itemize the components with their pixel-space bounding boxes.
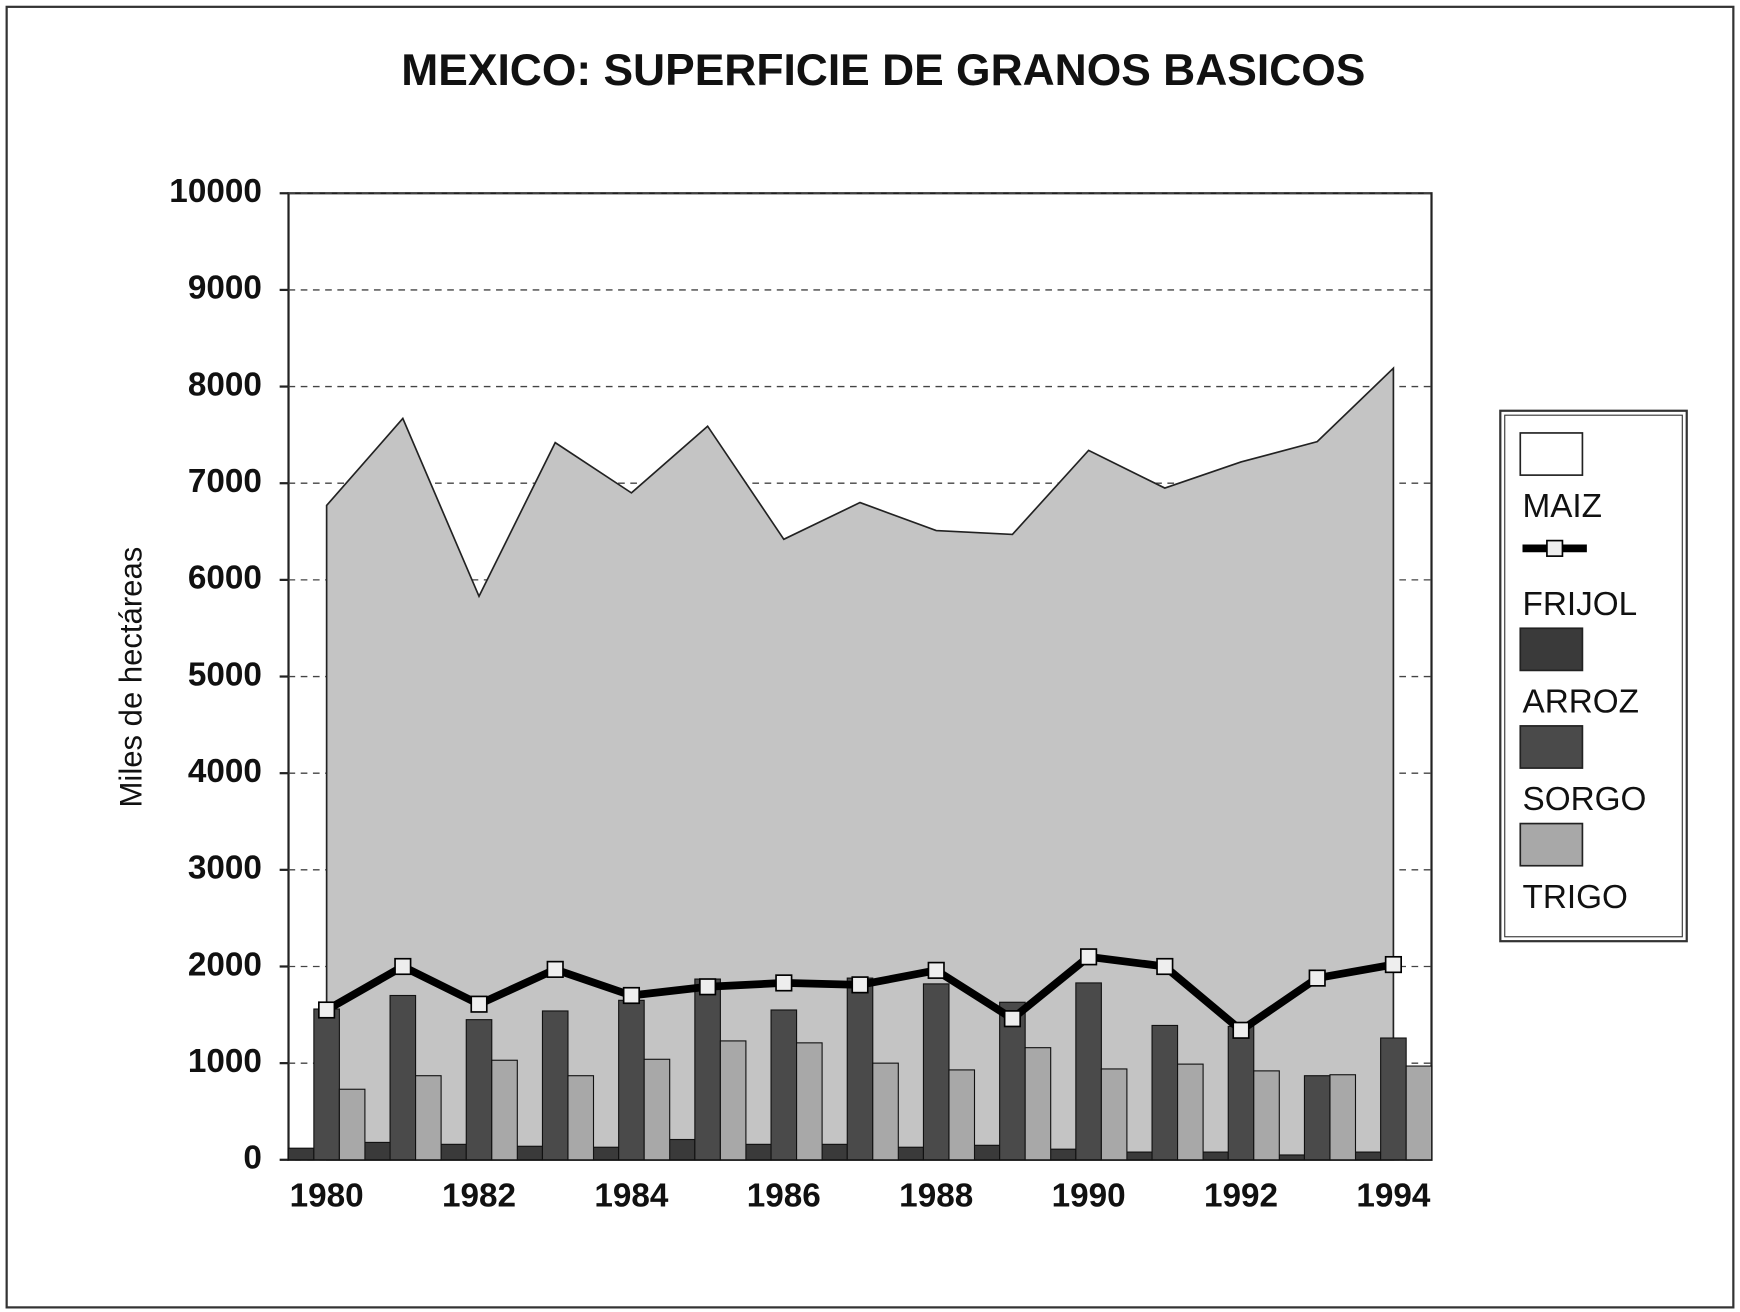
y-tick-label: 4000 [188, 753, 262, 790]
bar [1100, 1068, 1128, 1161]
y-tick-label: 2000 [188, 946, 262, 983]
y-tick-label: 5000 [188, 656, 262, 693]
line-marker [1384, 955, 1403, 974]
line-marker [927, 961, 945, 979]
line-marker [775, 974, 793, 992]
bar [643, 1058, 671, 1161]
bar [744, 1143, 772, 1161]
bar [1405, 1065, 1433, 1161]
bar [694, 978, 721, 1161]
bar [1049, 1148, 1077, 1161]
line-marker [622, 986, 641, 1005]
bar [1303, 1075, 1331, 1161]
bar [821, 1143, 848, 1161]
legend-label: MAIZ [1523, 488, 1603, 525]
bar [1329, 1074, 1357, 1161]
bar [1380, 1037, 1407, 1161]
bar [999, 1001, 1026, 1161]
bar [1278, 1154, 1305, 1161]
frame [5, 5, 1735, 1309]
x-tick-label: 1994 [1356, 1177, 1431, 1214]
y-tick-label: 3000 [188, 850, 262, 887]
legend-swatch [1519, 432, 1584, 476]
legend-label: FRIJOL [1523, 586, 1638, 623]
bar [1125, 1151, 1153, 1161]
line-marker [394, 957, 412, 976]
y-axis-label: Miles de hectáreas [113, 547, 148, 808]
bar [338, 1088, 366, 1161]
y-tick-label: 10000 [169, 173, 262, 210]
bar [1354, 1151, 1382, 1161]
bar [973, 1144, 1001, 1161]
bar [389, 994, 417, 1161]
bar [465, 1019, 493, 1161]
bar [1075, 982, 1102, 1161]
line-marker [1080, 948, 1098, 966]
line-marker [470, 995, 488, 1013]
bar [1024, 1047, 1052, 1161]
bar [1253, 1070, 1280, 1161]
chart-title: MEXICO: SUPERFICIE DE GRANOS BASICOS [401, 46, 1365, 95]
bar [592, 1146, 620, 1161]
bar [491, 1059, 518, 1161]
x-tick-label: 1990 [1052, 1177, 1126, 1214]
bar [1202, 1151, 1229, 1161]
bar [287, 1147, 315, 1161]
bar [1151, 1024, 1179, 1161]
y-tick-label: 1000 [188, 1043, 262, 1080]
legend-swatch [1519, 822, 1584, 867]
legend-label: SORGO [1523, 781, 1647, 818]
legend-symbol [1546, 539, 1564, 557]
line-marker [1156, 957, 1174, 976]
legend-inner [1504, 414, 1683, 938]
x-tick-label: 1992 [1204, 1177, 1278, 1214]
x-tick-label: 1984 [594, 1177, 669, 1214]
bar [897, 1146, 925, 1161]
bar [872, 1062, 899, 1161]
bar [922, 983, 950, 1161]
line-marker [318, 1001, 336, 1019]
bar [668, 1138, 696, 1161]
legend-label: ARROZ [1523, 684, 1639, 721]
bar [846, 977, 874, 1161]
y-tick-label: 0 [243, 1140, 262, 1177]
bar [440, 1143, 467, 1161]
x-tick-label: 1988 [899, 1177, 973, 1214]
bar [1177, 1063, 1204, 1161]
x-tick-label: 1980 [290, 1177, 364, 1214]
y-tick-label: 8000 [188, 366, 262, 403]
line-marker [851, 976, 869, 994]
y-tick-label: 9000 [188, 270, 262, 307]
legend-swatch [1519, 725, 1584, 769]
line-marker [1308, 969, 1326, 987]
bar [770, 1009, 798, 1161]
legend-swatch [1519, 627, 1584, 672]
bar [541, 1010, 569, 1161]
bar [796, 1042, 823, 1161]
bar [618, 999, 645, 1161]
bar [363, 1141, 391, 1161]
line-marker [699, 978, 717, 996]
line-marker [1003, 1010, 1022, 1028]
y-tick-label: 6000 [188, 560, 262, 597]
bar [948, 1069, 976, 1161]
x-tick-label: 1986 [747, 1177, 821, 1214]
bar [313, 1008, 340, 1161]
legend-label: TRIGO [1523, 879, 1628, 916]
x-tick-label: 1982 [442, 1177, 516, 1214]
bar [415, 1075, 442, 1161]
line-marker [546, 960, 564, 978]
bar [719, 1040, 747, 1161]
bar [567, 1075, 595, 1161]
y-tick-label: 7000 [188, 463, 262, 500]
bar [516, 1145, 544, 1161]
line-marker [1232, 1021, 1250, 1039]
bar [1227, 1025, 1255, 1161]
